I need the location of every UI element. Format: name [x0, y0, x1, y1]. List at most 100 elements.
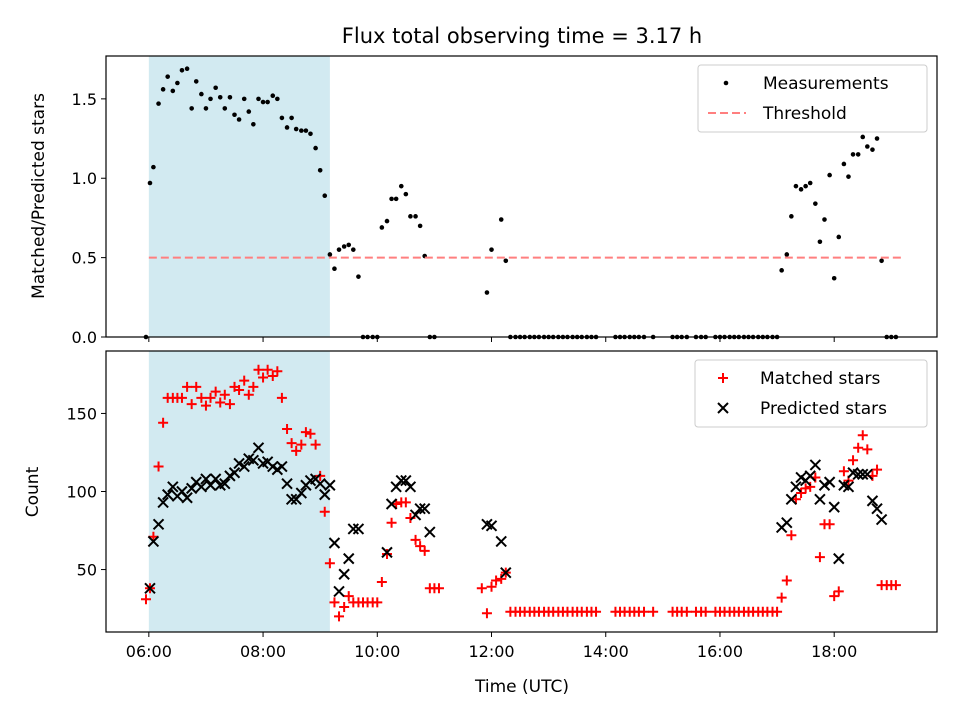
matched-stars-point	[496, 573, 507, 584]
measurements-point	[208, 96, 213, 102]
predicted-stars-point	[395, 474, 407, 487]
measurements-point	[413, 214, 418, 219]
predicted-stars-point	[343, 552, 355, 565]
bottom-x-axis: 06:00 08:00 10:00 12:00 14:00 16:00 18:00	[126, 632, 857, 661]
matched-stars-point	[243, 389, 254, 400]
matched-stars-point	[700, 606, 711, 617]
measurements-point	[336, 247, 342, 252]
predicted-stars-point	[823, 476, 836, 488]
measurements-point	[346, 242, 352, 248]
measurements-point	[874, 136, 880, 141]
measurements-point	[855, 152, 861, 157]
predicted-stars-point	[790, 481, 802, 493]
measurements-point	[779, 268, 784, 273]
matched-stars-point	[253, 364, 264, 375]
matched-stars-point	[381, 548, 392, 559]
predicted-stars-point	[252, 442, 265, 454]
predicted-stars-point	[157, 496, 169, 509]
matched-stars-point	[310, 439, 321, 450]
matched-stars-point	[800, 483, 811, 494]
chart-title: Flux total observing time = 3.17 h	[342, 24, 702, 48]
top-x-ticks	[148, 337, 835, 342]
predicted-stars-point	[857, 468, 869, 481]
legend-box	[697, 64, 928, 133]
matched-stars-point	[410, 534, 421, 545]
predicted-stars-point	[352, 523, 365, 535]
predicted-stars-point	[333, 585, 345, 598]
measurements-point	[275, 96, 280, 102]
measurements-point	[393, 196, 399, 202]
matched-stars-point	[140, 594, 151, 605]
predicted-stars-point	[152, 518, 165, 530]
y-tick-label: 50	[77, 561, 97, 580]
predicted-stars-point	[319, 488, 331, 501]
matched-stars-point	[415, 541, 426, 552]
legend-marker	[718, 373, 728, 383]
measurements-point	[860, 134, 866, 140]
measurements-point	[807, 180, 813, 186]
predicted-stars-point	[161, 488, 174, 501]
matched-stars-point	[853, 442, 864, 453]
measurements-point	[284, 125, 290, 130]
matched-stars-point	[315, 470, 326, 481]
matched-stars-point	[176, 392, 187, 403]
matched-stars-point	[419, 545, 430, 556]
matched-stars-point	[219, 389, 230, 400]
matched-stars-point	[272, 366, 283, 377]
measurements-point	[789, 214, 794, 219]
x-tick-label: 08:00	[240, 642, 286, 661]
matched-stars-point	[486, 581, 497, 592]
predicted-stars-point	[281, 477, 293, 490]
y-tick-label: 0.5	[72, 249, 97, 268]
matched-stars-point	[857, 430, 868, 441]
predicted-stars-point	[804, 470, 816, 482]
matched-stars-point	[158, 417, 169, 428]
matched-stars-point	[476, 583, 487, 594]
y-tick-label: 0.0	[72, 328, 97, 347]
matched-stars-point	[772, 606, 783, 617]
matched-stars-point	[300, 427, 311, 438]
matched-stars-point	[319, 506, 330, 517]
matched-stars-point	[262, 364, 273, 375]
measurements-point	[232, 112, 237, 118]
matched-stars-point	[781, 575, 792, 586]
measurements-point	[165, 74, 170, 79]
predicted-stars-point	[418, 502, 431, 515]
matched-stars-point	[282, 424, 293, 435]
measurements-point	[389, 196, 394, 202]
matched-stars-point	[239, 375, 250, 386]
matched-stars-point	[805, 481, 816, 492]
measurements-point	[327, 252, 333, 257]
predicted-stars-point	[809, 459, 822, 471]
measurements-point	[403, 191, 409, 197]
measurements-point	[356, 274, 361, 279]
legend-label: Measurements	[763, 74, 889, 94]
measurements-point	[846, 174, 851, 179]
measurements-point	[203, 106, 209, 111]
measurements-point	[193, 79, 199, 84]
matched-stars-point	[890, 580, 901, 591]
matched-stars-point	[386, 517, 397, 528]
matched-stars-point	[186, 399, 197, 410]
matched-stars-point	[786, 530, 797, 541]
bottom-y-axis: 50 100 150	[66, 404, 106, 580]
matched-stars-point	[248, 381, 259, 392]
x-axis-label: Time (UTC)	[474, 677, 569, 697]
matched-stars-point	[215, 397, 226, 408]
top-legend: Measurements Threshold	[697, 64, 928, 133]
matched-stars-point	[343, 591, 354, 602]
legend-label: Matched stars	[760, 369, 880, 389]
bottom-panel: 50 100 150 06:00 08:00 10:00 12:00 14:00 16:00 1…	[23, 350, 938, 697]
x-tick-label: 18:00	[811, 642, 857, 661]
matched-stars-point	[258, 372, 269, 383]
measurements-point	[841, 161, 847, 167]
measurements-point	[384, 218, 390, 224]
predicted-stars-point	[314, 477, 326, 490]
measurements-point	[299, 128, 304, 133]
predicted-stars-point	[338, 568, 350, 580]
matched-stars-point	[872, 464, 883, 475]
measurements-point	[398, 183, 404, 189]
bottom-plot-area	[140, 351, 901, 632]
measurements-point	[246, 109, 252, 114]
predicted-stars-point	[276, 460, 288, 473]
